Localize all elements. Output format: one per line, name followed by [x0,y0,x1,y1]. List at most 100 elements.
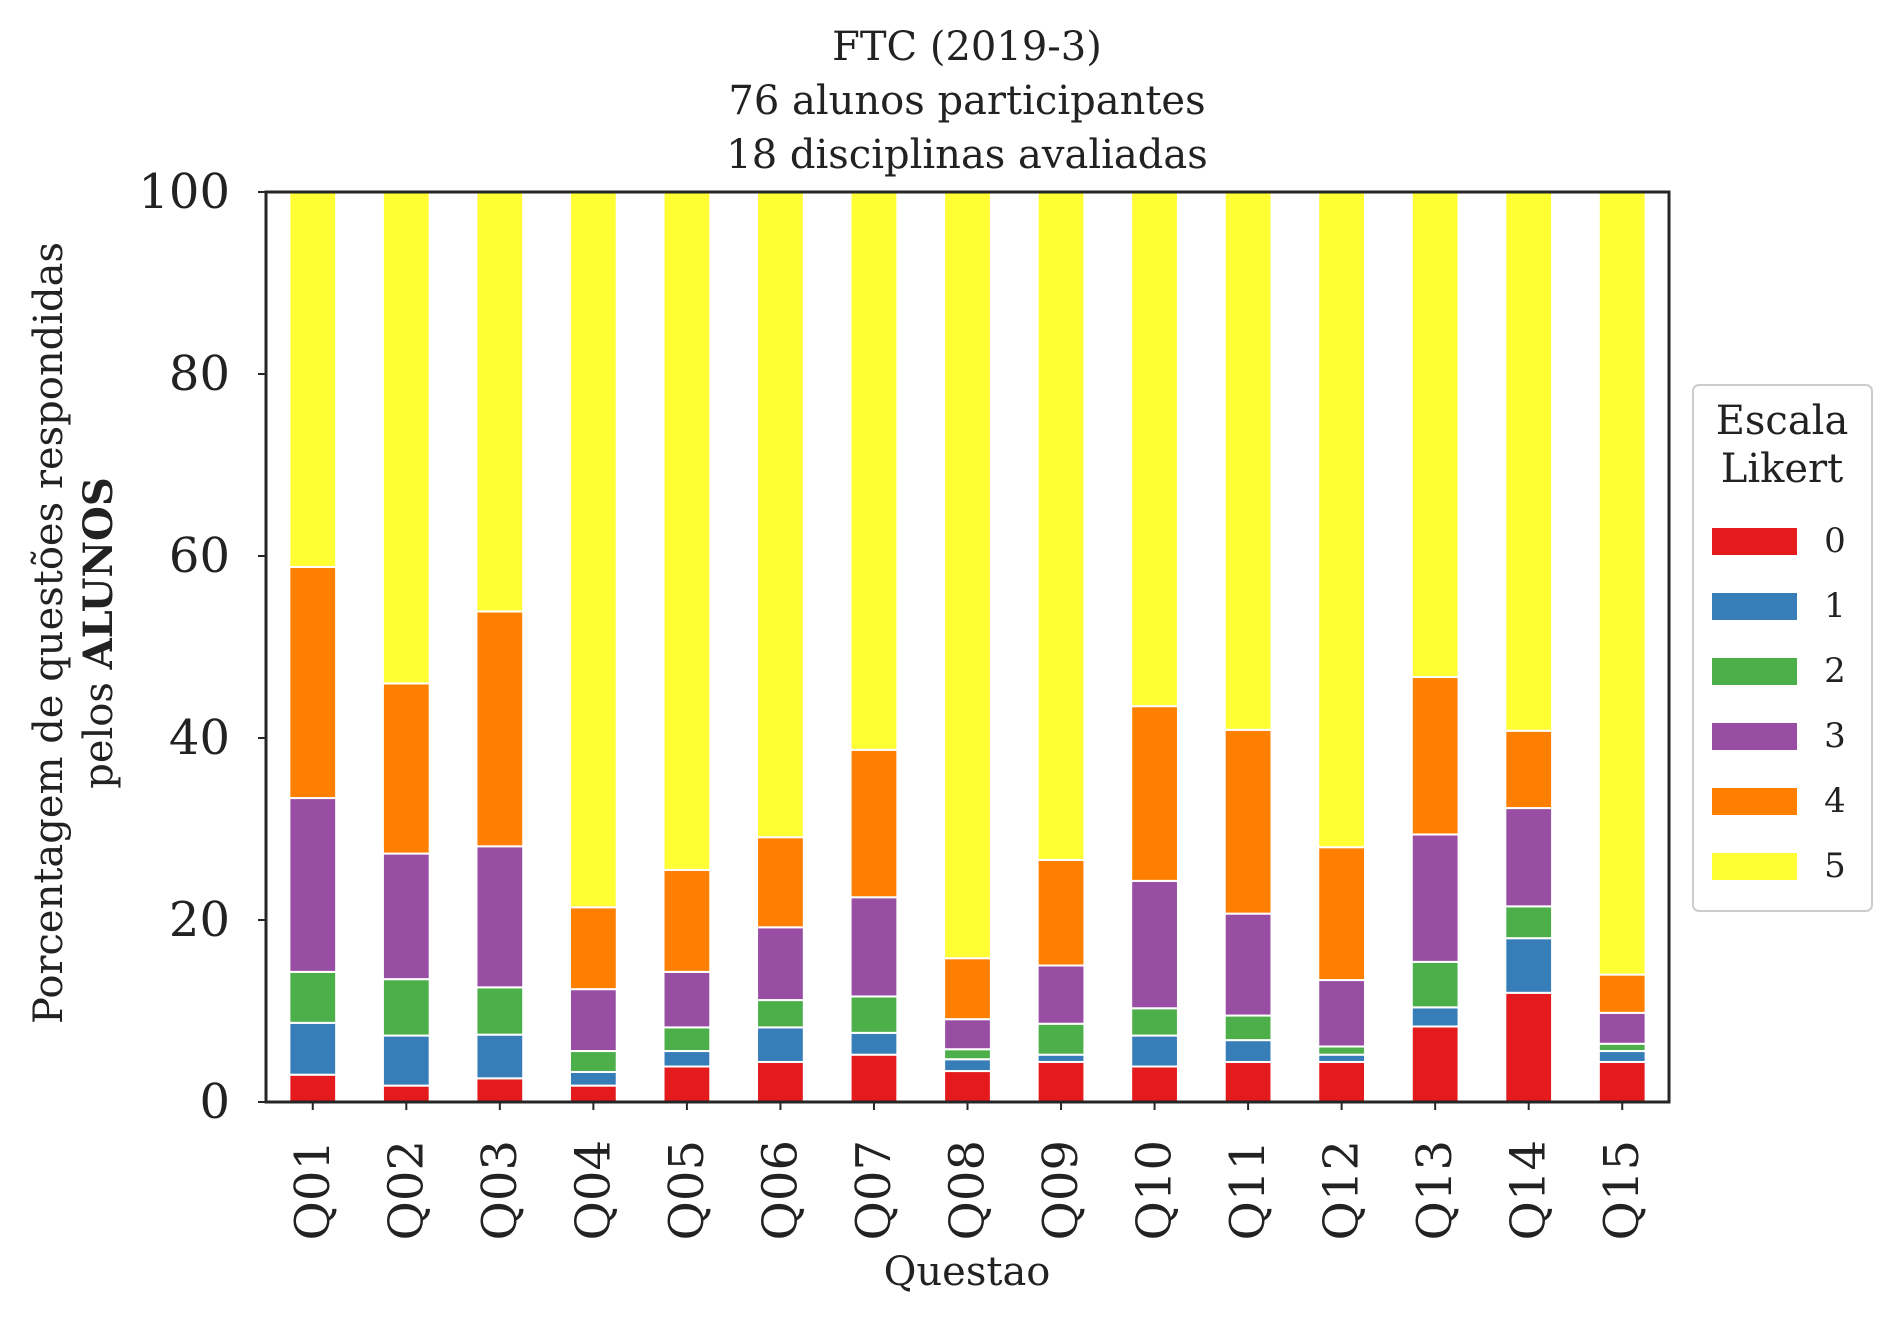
bar-segment-Q07-level-5 [849,191,899,751]
bar-segment-Q05-level-3 [662,970,712,1029]
x-tick-label-Q09: Q09 [1033,1140,1089,1240]
bar-segment-Q03-level-0 [475,1077,525,1103]
bar-segment-Q13-level-5 [1410,191,1460,679]
bar-segment-Q14-level-5 [1504,191,1554,732]
bar-segment-Q01-level-2 [288,970,338,1024]
bar-segment-Q04-level-5 [568,191,618,909]
bar-segment-Q14-level-1 [1504,937,1554,994]
bar-segment-Q06-level-0 [756,1060,805,1103]
chart-title-line: 76 alunos participantes [728,78,1205,124]
bar-segment-Q01-level-1 [288,1021,338,1076]
bar-segment-Q12-level-2 [1317,1045,1367,1056]
bar-segment-Q10-level-0 [1130,1065,1179,1104]
bar-segment-Q13-level-0 [1410,1025,1460,1103]
x-tick-label-Q05: Q05 [659,1140,715,1240]
bar-segment-Q09-level-3 [1036,964,1086,1025]
bar-segment-Q08-level-1 [943,1058,992,1073]
bar-segment-Q09-level-4 [1036,858,1086,967]
bar-segment-Q07-level-1 [849,1031,899,1056]
x-tick-label-Q14: Q14 [1501,1140,1557,1240]
y-tick-label: 0 [199,1074,230,1130]
chart-title-line: 18 disciplinas avaliadas [726,132,1207,178]
legend-label-5: 5 [1824,846,1846,886]
bar-segment-Q09-level-5 [1036,191,1086,861]
bar-segment-Q07-level-0 [849,1053,899,1104]
bar-segment-Q01-level-5 [288,191,338,568]
bar-segment-Q09-level-2 [1036,1022,1086,1056]
bar-segment-Q11-level-2 [1223,1014,1273,1042]
x-tick-label-Q15: Q15 [1594,1140,1650,1240]
bar-segment-Q02-level-4 [381,682,431,855]
bar-segment-Q05-level-2 [662,1026,712,1053]
bar-segment-Q11-level-3 [1223,912,1273,1017]
bar-segment-Q02-level-2 [381,978,431,1037]
legend-swatch-2 [1712,658,1797,685]
bar-segment-Q07-level-3 [849,896,899,998]
bar-segment-Q13-level-2 [1410,960,1460,1009]
bar-segment-Q11-level-4 [1223,728,1273,915]
bar-segment-Q03-level-3 [475,845,525,989]
y-tick-label: 60 [169,528,230,584]
bar-segment-Q05-level-4 [662,868,712,973]
x-tick-label-Q02: Q02 [378,1140,434,1240]
bar-segment-Q11-level-5 [1223,191,1273,731]
x-tick-label-Q11: Q11 [1220,1140,1276,1240]
legend-label-4: 4 [1824,781,1846,821]
bar-segment-Q15-level-3 [1597,1011,1647,1045]
bar-segment-Q02-level-3 [381,852,431,981]
bar-segment-Q06-level-4 [756,836,805,929]
bar-segment-Q01-level-3 [288,797,338,973]
bar-segment-Q09-level-1 [1036,1053,1086,1063]
bar-segment-Q06-level-3 [756,926,805,1002]
legend-swatch-4 [1712,788,1797,815]
bar-segment-Q03-level-2 [475,986,525,1036]
legend-swatch-1 [1712,593,1797,620]
bar-segment-Q10-level-1 [1130,1034,1179,1068]
bar-segment-Q10-level-3 [1130,879,1179,1010]
bars [288,191,1647,1104]
legend-label-0: 0 [1824,521,1846,561]
y-axis-label-line2: pelos ALUNOS [75,477,122,789]
bar-segment-Q14-level-4 [1504,729,1554,810]
bar-segment-Q08-level-5 [943,191,992,960]
bar-segment-Q06-level-1 [756,1026,805,1063]
x-tick-label-Q08: Q08 [940,1140,996,1240]
bar-segment-Q12-level-1 [1317,1053,1367,1063]
bar-segment-Q04-level-3 [568,988,618,1053]
bar-segment-Q14-level-0 [1504,991,1554,1103]
x-axis-label: Questao [884,1249,1051,1295]
bar-segment-Q08-level-0 [943,1070,992,1104]
bar-segment-Q01-level-4 [288,565,338,800]
bar-segment-Q12-level-0 [1317,1060,1367,1103]
bar-segment-Q11-level-1 [1223,1039,1273,1063]
legend-swatch-3 [1712,723,1797,750]
bar-segment-Q15-level-1 [1597,1050,1647,1063]
bar-segment-Q03-level-5 [475,191,525,613]
legend-swatch-5 [1712,853,1797,880]
x-tick-label-Q10: Q10 [1127,1140,1183,1240]
bar-segment-Q02-level-5 [381,191,431,685]
bar-segment-Q05-level-0 [662,1065,712,1104]
bar-segment-Q15-level-4 [1597,973,1647,1014]
bar-segment-Q14-level-2 [1504,905,1554,940]
bar-segment-Q11-level-0 [1223,1060,1273,1103]
bar-segment-Q10-level-2 [1130,1007,1179,1037]
bar-segment-Q06-level-5 [756,191,805,839]
bar-segment-Q04-level-2 [568,1050,618,1073]
bar-segment-Q15-level-5 [1597,191,1647,976]
bar-segment-Q03-level-4 [475,610,525,848]
y-axis-ticks: 0 20 40 60 80 100 [138,164,266,1130]
x-tick-label-Q07: Q07 [846,1140,902,1240]
y-axis-label: Porcentagem de questões respondidas [26,242,72,1024]
bar-segment-Q02-level-1 [381,1034,431,1087]
legend-swatch-0 [1712,528,1797,555]
bar-segment-Q01-level-0 [288,1073,338,1103]
y-tick-label: 100 [138,164,230,220]
bar-segment-Q02-level-0 [381,1084,431,1103]
x-axis-ticks: Q01 Q02 Q03 Q04 Q05 Q06 Q07 Q08 Q09 Q10 Q11 Q12 Q13 Q… [285,1102,1650,1240]
bar-segment-Q06-level-2 [756,999,805,1029]
legend-label-1: 1 [1824,586,1846,626]
legend-items: 0 1 2 3 4 5 [1712,521,1846,886]
